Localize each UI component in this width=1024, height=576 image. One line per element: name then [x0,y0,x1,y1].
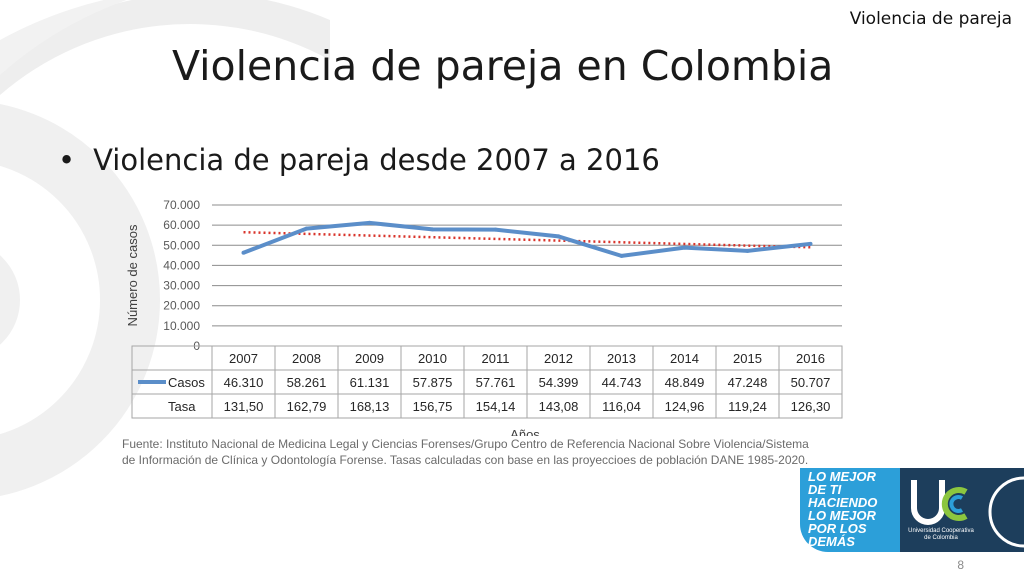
y-tick-label: 30.000 [163,279,200,293]
table-cell-value: 44.743 [602,375,642,390]
section-label: Violencia de pareja [849,9,1012,29]
table-cell-value: 116,04 [602,399,641,414]
x-category-label: 2010 [418,351,447,366]
data-point [808,241,813,246]
table-cell-value: 154,14 [476,399,516,414]
table-cell-value: 57.875 [413,375,453,390]
x-axis-title: Años [510,427,540,436]
source-line-1: Fuente: Instituto Nacional de Medicina L… [122,437,809,451]
table-cell-value: 50.707 [791,375,831,390]
slogan-line: DEMÁS [808,534,855,549]
table-cell-value: 58.261 [287,375,327,390]
data-point [619,253,624,258]
data-point [745,248,750,253]
y-tick-label: 70.000 [163,198,200,212]
table-cell-value: 143,08 [539,399,579,414]
y-tick-label: 20.000 [163,299,200,313]
table-row-label: Casos [168,375,205,390]
cases-line-chart: 010.00020.00030.00040.00050.00060.00070.… [125,198,843,436]
data-point [304,226,309,231]
table-cell-value: 119,24 [728,399,767,414]
data-point [493,227,498,232]
slogan-line: POR LOS [808,521,867,536]
table-cell-value: 61.131 [350,375,390,390]
x-category-label: 2016 [796,351,825,366]
uc-logo-icon [911,480,968,525]
slide-title: Violencia de pareja en Colombia [172,42,834,90]
x-category-label: 2015 [733,351,762,366]
arc-decoration-icon [988,476,1024,548]
y-tick-label: 50.000 [163,238,200,252]
table-cell-value: 168,13 [350,399,390,414]
university-panel: Universidad Cooperativa de Colombia [900,468,1024,552]
source-line-2: de Información de Clínica y Odontología … [122,453,809,467]
university-name: Universidad Cooperativa de Colombia [906,528,976,542]
table-row-label: Tasa [168,399,196,414]
page-number: 8 [957,558,964,572]
slogan-line: HACIENDO [808,495,878,510]
source-note: Fuente: Instituto Nacional de Medicina L… [122,436,882,468]
data-point [430,227,435,232]
bullet-item: • Violencia de pareja desde 2007 a 2016 [58,143,660,177]
data-point [241,250,246,255]
x-category-label: 2014 [670,351,699,366]
y-tick-label: 40.000 [163,258,200,272]
university-name-line: de Colombia [924,535,958,541]
y-tick-label: 10.000 [163,319,200,333]
data-point [682,245,687,250]
slogan-line: LO MEJOR [808,508,876,523]
x-category-label: 2011 [482,351,510,366]
table-cell-value: 57.761 [476,375,516,390]
data-point [556,234,561,239]
x-category-label: 2009 [355,351,384,366]
slogan-line: LO MEJOR [808,469,876,484]
university-name-line: Universidad Cooperativa [908,528,974,534]
table-cell-value: 46.310 [224,375,264,390]
slogan-panel: LO MEJOR DE TI HACIENDO LO MEJOR POR LOS… [800,468,900,552]
bullet-text: Violencia de pareja desde 2007 a 2016 [93,143,660,177]
table-cell-value: 47.248 [728,375,768,390]
table-cell-value: 124,96 [665,399,705,414]
slogan-text: LO MEJOR DE TI HACIENDO LO MEJOR POR LOS… [808,470,898,548]
x-category-label: 2013 [607,351,636,366]
table-cell-value: 156,75 [413,399,453,414]
table-cell-value: 131,50 [224,399,264,414]
slogan-line: DE TI [808,482,842,497]
bullet-dot: • [58,143,76,177]
x-category-label: 2007 [229,351,258,366]
university-logo: LO MEJOR DE TI HACIENDO LO MEJOR POR LOS… [800,468,1024,576]
table-cell-value: 48.849 [665,375,705,390]
y-axis-title: Número de casos [125,224,140,326]
table-cell-value: 54.399 [539,375,579,390]
series-line-casos [242,220,811,258]
data-point [367,220,372,225]
table-cell-value: 126,30 [791,399,831,414]
x-category-label: 2008 [292,351,321,366]
table-cell-value: 162,79 [287,399,327,414]
y-tick-label: 60.000 [163,218,200,232]
x-category-label: 2012 [544,351,573,366]
